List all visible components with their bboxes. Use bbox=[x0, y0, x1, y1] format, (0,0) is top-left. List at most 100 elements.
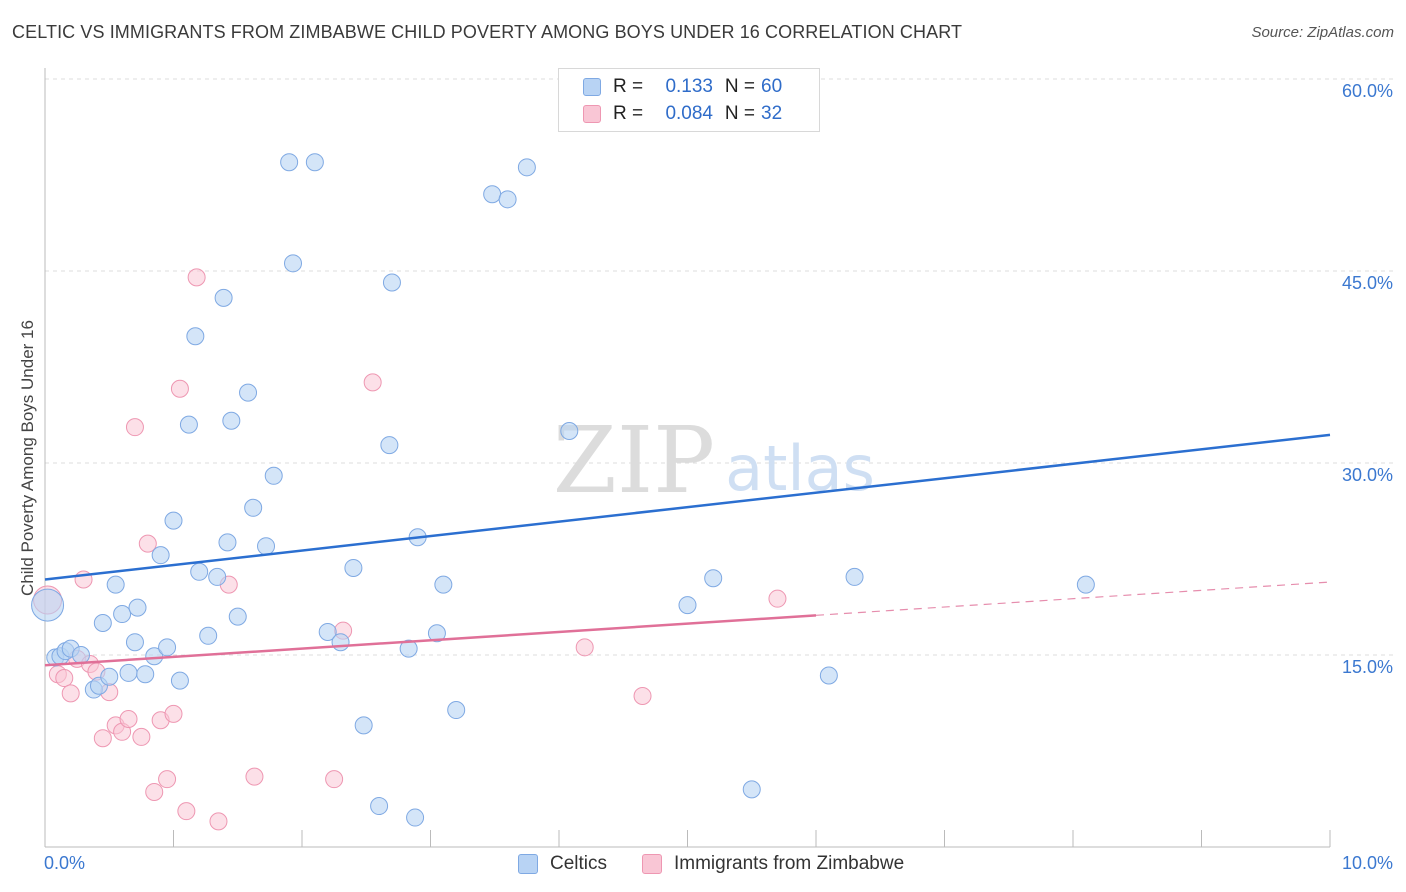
trend-lines bbox=[44, 433, 1331, 667]
watermark-atlas: atlas bbox=[725, 432, 875, 505]
zimbabwe-point bbox=[125, 418, 144, 437]
celtics-points bbox=[31, 153, 1095, 827]
zimbabwe-trend-extension bbox=[815, 581, 1331, 616]
celtics-point bbox=[280, 153, 299, 172]
zimbabwe-point bbox=[61, 684, 80, 703]
n-label: N = bbox=[724, 103, 755, 124]
axes bbox=[44, 68, 1331, 848]
celtics-point bbox=[845, 567, 864, 586]
celtics-point bbox=[214, 288, 233, 307]
celtics-point bbox=[31, 588, 65, 622]
watermark-zip: ZIP bbox=[553, 407, 715, 514]
celtics-point bbox=[145, 647, 164, 666]
celtics-point bbox=[257, 537, 276, 556]
y-tick-labels: 15.0% 30.0% 45.0% 60.0% bbox=[1342, 81, 1393, 677]
celtics-point bbox=[158, 638, 177, 657]
celtics-swatch bbox=[583, 78, 601, 96]
celtics-point bbox=[742, 780, 761, 799]
celtics-point bbox=[517, 158, 536, 177]
celtics-point bbox=[331, 633, 350, 652]
celtics-point bbox=[447, 701, 466, 720]
zimbabwe-point bbox=[55, 669, 74, 688]
grid-lines bbox=[45, 78, 1394, 656]
celtics-point bbox=[186, 327, 205, 346]
n-label: N = bbox=[724, 76, 755, 97]
celtics-point bbox=[151, 546, 170, 565]
celtics-point bbox=[218, 533, 237, 552]
celtics-point bbox=[819, 666, 838, 685]
celtics-point bbox=[284, 254, 303, 273]
zimbabwe-point bbox=[145, 782, 164, 801]
celtics-point bbox=[406, 808, 425, 827]
zimbabwe-points bbox=[33, 268, 787, 831]
n-value: 60 bbox=[761, 76, 783, 97]
zimbabwe-point bbox=[132, 727, 151, 746]
y-tick-label: 60.0% bbox=[1342, 81, 1393, 101]
celtics-point bbox=[71, 646, 90, 664]
celtics-point bbox=[678, 596, 697, 615]
stats-row-zimbabwe: R = 0.084 N = 32 bbox=[583, 101, 782, 127]
celtics-point bbox=[119, 663, 138, 682]
zimbabwe-legend-swatch bbox=[642, 854, 662, 874]
celtics-point bbox=[264, 466, 283, 485]
legend-item-zimbabwe[interactable]: Immigrants from Zimbabwe bbox=[642, 851, 904, 877]
celtics-point bbox=[1076, 575, 1095, 594]
zimbabwe-point bbox=[575, 638, 594, 657]
legend-label-zimbabwe: Immigrants from Zimbabwe bbox=[674, 853, 905, 874]
celtics-point bbox=[427, 624, 446, 643]
correlation-stats-box: R = 0.133 N = 60 R = 0.084 N = 32 bbox=[558, 68, 820, 132]
y-tick-label: 30.0% bbox=[1342, 465, 1393, 485]
x-tick-labels: 0.0% 10.0% bbox=[44, 853, 1393, 873]
celtics-point bbox=[128, 598, 147, 617]
zimbabwe-swatch bbox=[583, 105, 601, 123]
celtics-point bbox=[93, 614, 112, 632]
legend-item-celtics[interactable]: Celtics bbox=[518, 851, 607, 877]
celtics-point bbox=[318, 622, 337, 641]
celtics-point bbox=[382, 273, 401, 292]
y-tick-label: 45.0% bbox=[1342, 273, 1393, 293]
zipatlas-watermark: ZIP atlas bbox=[553, 407, 875, 514]
zimbabwe-point bbox=[209, 812, 228, 831]
zimbabwe-point bbox=[119, 710, 138, 728]
zimbabwe-point bbox=[363, 373, 382, 392]
celtics-point bbox=[100, 667, 119, 686]
zimbabwe-point bbox=[325, 770, 344, 789]
celtics-point bbox=[164, 511, 183, 530]
celtics-point bbox=[498, 190, 517, 209]
celtics-point bbox=[199, 626, 218, 645]
celtics-point bbox=[208, 567, 227, 586]
celtics-point bbox=[222, 411, 241, 430]
zimbabwe-point bbox=[93, 729, 112, 748]
celtics-point bbox=[239, 383, 258, 402]
celtics-point bbox=[434, 575, 453, 594]
zimbabwe-point bbox=[164, 704, 183, 723]
x-tick-label: 10.0% bbox=[1342, 853, 1393, 873]
celtics-point bbox=[370, 797, 389, 816]
celtics-legend-swatch bbox=[518, 854, 538, 874]
celtics-point bbox=[344, 558, 363, 577]
x-tick-label: 0.0% bbox=[44, 853, 85, 873]
zimbabwe-point bbox=[768, 589, 787, 608]
y-tick-label: 15.0% bbox=[1342, 657, 1393, 677]
n-value: 32 bbox=[761, 103, 783, 124]
celtics-point bbox=[399, 639, 418, 658]
celtics-point bbox=[179, 415, 198, 434]
celtics-point bbox=[244, 498, 263, 517]
celtics-point bbox=[483, 185, 502, 204]
y-axis-label: Child Poverty Among Boys Under 16 bbox=[18, 320, 37, 596]
legend-label-celtics: Celtics bbox=[550, 853, 608, 874]
source-label: Source: ZipAtlas.com bbox=[1251, 24, 1394, 41]
zimbabwe-point bbox=[170, 379, 189, 398]
zimbabwe-point bbox=[158, 770, 177, 789]
zimbabwe-point bbox=[138, 534, 157, 553]
chart-title: CELTIC VS IMMIGRANTS FROM ZIMBABWE CHILD… bbox=[12, 22, 963, 42]
celtics-point bbox=[125, 633, 144, 652]
celtics-point bbox=[560, 422, 579, 440]
celtics-point bbox=[136, 665, 155, 684]
r-value: 0.084 bbox=[665, 103, 713, 124]
stats-row-celtics: R = 0.133 N = 60 bbox=[583, 74, 782, 100]
celtics-point bbox=[190, 562, 209, 581]
celtics-point bbox=[305, 153, 324, 172]
celtics-trend-line bbox=[44, 433, 1331, 581]
